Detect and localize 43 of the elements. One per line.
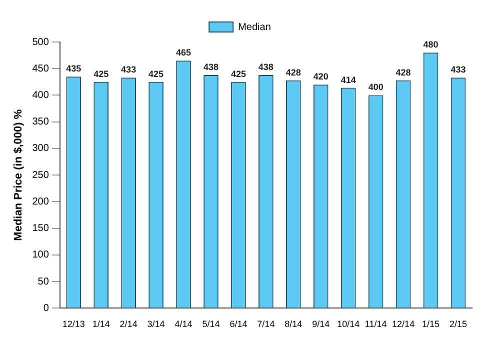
x-tick-label: 12/13 bbox=[62, 319, 85, 330]
x-tick-label: 1/14 bbox=[92, 319, 110, 330]
y-tick-label: 300 bbox=[32, 143, 50, 154]
y-tick-label: 200 bbox=[32, 196, 50, 208]
legend-label: Median bbox=[238, 22, 271, 33]
data-label: 425 bbox=[94, 68, 109, 79]
y-tick-label: 350 bbox=[32, 116, 50, 128]
y-tick-label: 500 bbox=[32, 36, 50, 48]
data-label: 438 bbox=[203, 62, 219, 72]
x-tick-label: 2/15 bbox=[449, 319, 468, 330]
data-label: 425 bbox=[148, 68, 164, 79]
x-tick-label: 12/14 bbox=[392, 319, 415, 330]
data-label: 433 bbox=[450, 64, 466, 75]
y-tick-label: 450 bbox=[32, 63, 50, 74]
x-tick-label: 2/14 bbox=[120, 319, 138, 330]
data-label: 433 bbox=[121, 64, 136, 75]
x-tick-label: 5/14 bbox=[202, 319, 220, 330]
data-label: 465 bbox=[176, 48, 192, 58]
data-label: 400 bbox=[368, 82, 384, 92]
y-tick-label: 0 bbox=[43, 302, 50, 314]
x-tick-label: 9/14 bbox=[312, 319, 330, 330]
data-label: 428 bbox=[396, 67, 411, 78]
x-tick-label: 11/14 bbox=[364, 319, 387, 330]
data-label: 438 bbox=[258, 62, 274, 72]
data-label: 425 bbox=[230, 68, 246, 79]
x-tick-label: 10/14 bbox=[337, 319, 360, 330]
x-tick-label: 8/14 bbox=[284, 319, 302, 330]
x-tick-label: 4/14 bbox=[174, 319, 192, 330]
data-label: 428 bbox=[286, 67, 301, 78]
x-tick-label: 1/15 bbox=[422, 319, 440, 330]
x-tick-label: 7/14 bbox=[257, 319, 275, 330]
data-label: 420 bbox=[313, 72, 328, 82]
x-tick-label: 6/14 bbox=[230, 319, 248, 330]
y-tick-label: 150 bbox=[32, 223, 50, 234]
data-label: 480 bbox=[423, 40, 438, 50]
y-tick-label: 100 bbox=[32, 250, 50, 261]
x-tick-label: 3/14 bbox=[147, 319, 165, 330]
data-label: 435 bbox=[66, 64, 82, 74]
y-tick-label: 400 bbox=[32, 90, 50, 101]
data-label: 414 bbox=[340, 74, 356, 85]
y-tick-label: 250 bbox=[32, 170, 50, 181]
y-axis-title: Median Price (in $,000) % bbox=[12, 109, 25, 241]
y-tick-label: 50 bbox=[38, 276, 50, 288]
